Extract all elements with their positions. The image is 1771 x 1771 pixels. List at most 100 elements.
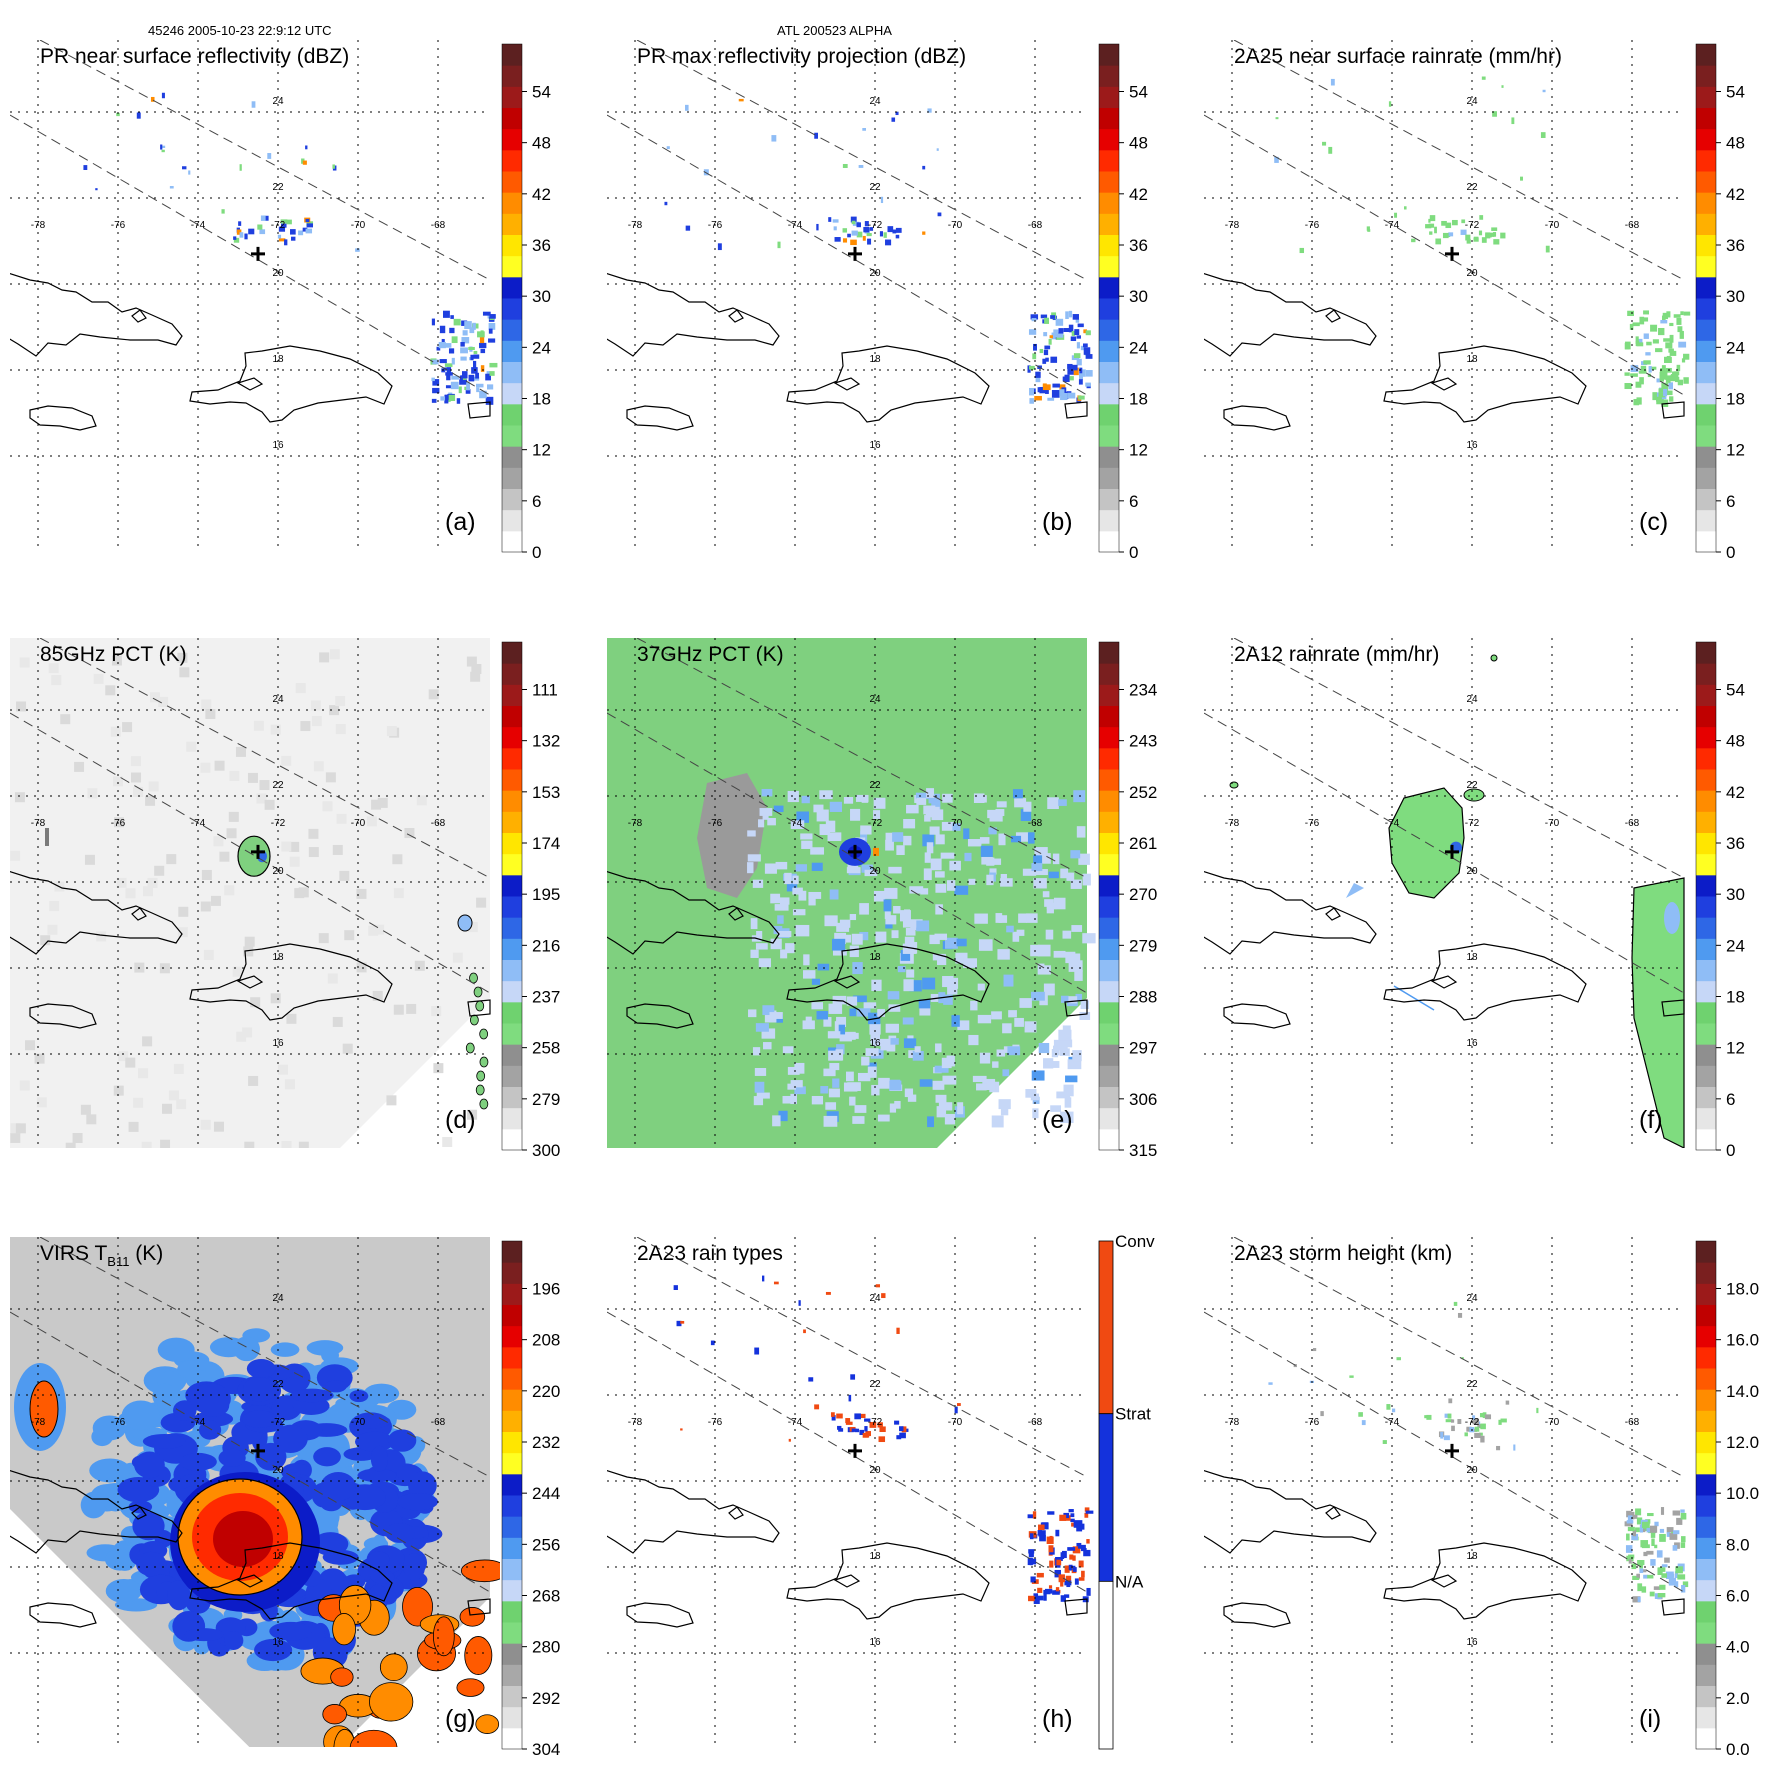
rain-pixel [1063,328,1071,333]
bg-cell [414,960,425,971]
colorbar-segment [1099,298,1119,320]
scatter-cell [823,1017,832,1027]
rain-pixel [442,310,450,318]
rain-pixel [1640,1540,1649,1548]
lat-label: 24 [869,1293,881,1304]
cloud-top-cell [184,1628,224,1642]
rain-cell [473,986,483,998]
colorbar-segment [502,853,522,876]
colorbar-tick-label: 306 [1129,1090,1157,1109]
bg-cell [386,726,397,737]
colorbar-tick-label: 12 [1726,1039,1745,1058]
scatter-cell [1082,933,1096,944]
scatter-cell [990,858,1002,865]
scatter-cell [836,1044,845,1055]
bg-cell [431,1006,442,1017]
cold-cloud-cell [330,1667,354,1687]
scatter-cell [897,965,906,973]
swath-edge-line [39,1237,491,1478]
cold-cloud-cell [459,1607,486,1627]
bg-cell [159,963,170,974]
panel-title: 2A12 rainrate (mm/hr) [1234,643,1439,666]
rain-pixel [1448,232,1454,237]
cloud-top-cell [223,1631,244,1650]
rain-pixel [1035,374,1041,383]
coastline [626,1602,694,1628]
rain-pixel [1396,1357,1401,1361]
colorbar-segment [502,726,522,749]
colorbar-tick-label: 258 [532,1039,560,1058]
scatter-cell [963,828,970,840]
bg-cell [34,1053,45,1064]
colorbar-segment [1696,1304,1716,1327]
swath-edge-line [10,1311,491,1593]
rain-pixel [479,390,487,399]
cloud-top-cell [271,1395,302,1421]
scatter-cell [849,945,859,958]
scatter-cell [906,969,915,978]
rain-pixel [355,248,360,252]
colorbar-tick-label: 30 [532,287,551,306]
rain-pixel [1035,371,1041,378]
colorbar-segment [1696,86,1716,108]
cloud-top-cell [105,1579,142,1603]
scatter-cell [1023,801,1032,812]
rain-pixel [1042,319,1046,324]
lat-label: 24 [272,96,284,107]
colorbar-tick-label: 54 [1129,82,1148,101]
rain-pixel [664,201,668,206]
rain-pixel [239,232,244,238]
rain-pixel [1072,1546,1081,1554]
rain-pixel [1647,1512,1654,1517]
scatter-cell [796,811,810,823]
rain-pixel [1501,85,1504,88]
bg-cell [87,788,98,799]
scatter-cell [976,1083,987,1091]
rain-pixel [1656,1550,1663,1558]
rain-pixel [1657,1567,1663,1575]
cold-cloud-cell [475,1714,500,1734]
coastline [1383,345,1587,423]
rain-pixel [1049,335,1053,339]
scatter-cell [1007,1046,1021,1056]
colorbar-frame [501,1240,523,1750]
lon-label: -78 [1225,220,1240,231]
scatter-cell [1042,891,1050,898]
rain-pixel [1641,1586,1647,1593]
rain-cell [479,1028,489,1040]
rain-pixel [1485,232,1491,239]
rain-pixel [1043,349,1049,356]
colorbar-segment [502,1410,522,1432]
rain-pixel [1052,383,1060,388]
rain-pixel [460,342,465,347]
rain-pixel [302,227,308,232]
colorbar-segment [1696,1664,1716,1686]
lon-label: -74 [191,1417,206,1428]
rain-cell [469,1014,479,1026]
rain-cell [479,1098,489,1110]
bg-cell [244,936,255,947]
colorbar-segment [1696,149,1716,172]
scatter-cell [759,808,773,816]
scatter-cell [1069,953,1081,966]
rain-pixel [1680,1512,1687,1520]
bg-cell [177,652,188,663]
bg-cell [51,675,62,686]
colorbar-segment [502,1086,522,1109]
bg-cell [176,1099,187,1110]
rain-pixel [1085,1510,1094,1514]
panel-title: VIRS TB11 (K) [40,1242,163,1269]
rain-pixel [864,1418,871,1422]
bg-cell [80,1104,91,1115]
scatter-cell [970,1000,978,1011]
scatter-cell [1012,931,1020,942]
rain-pixel [1037,1587,1043,1593]
cold-cloud-cell [349,1729,398,1747]
rain-pixel [1082,369,1086,377]
rain-pixel [1639,1568,1644,1574]
convective-core [237,835,271,877]
colorbar-tick-label: 48 [532,134,551,153]
scatter-cell [935,904,943,915]
lat-label: 26 [272,1207,284,1218]
